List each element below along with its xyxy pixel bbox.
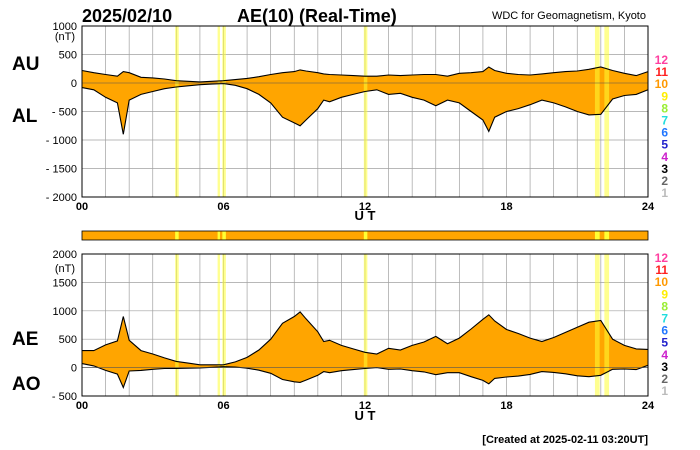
series-label-ae: AE (12, 329, 38, 350)
legend-station-10: 10 (655, 275, 669, 289)
y-tick-label: - 500 (52, 391, 77, 403)
unit-label-bottom: (nT) (55, 263, 75, 275)
station-gap-band (222, 26, 226, 197)
series-fill-au-al (82, 67, 648, 135)
x-tick-label: 00 (76, 400, 88, 412)
stripe-segment (222, 231, 226, 240)
x-tick-label: 06 (217, 400, 229, 412)
station-gap-band (217, 26, 220, 197)
station-gap-band (363, 26, 368, 197)
stripe-segment (363, 231, 368, 240)
x-axis-title-top: U T (355, 208, 376, 223)
legend-station-4: 4 (661, 150, 668, 164)
x-tick-label: 18 (500, 400, 512, 412)
x-tick-label: 00 (76, 201, 88, 213)
series-label-au: AU (12, 54, 39, 75)
series-label-ao: AO (12, 374, 41, 395)
plot-frame (81, 253, 649, 397)
y-tick-label: - 500 (52, 107, 77, 119)
plot-frame (81, 25, 649, 198)
legend-station-11: 11 (655, 65, 668, 79)
y-tick-label: 1000 (53, 306, 77, 318)
station-gap-band (175, 254, 179, 396)
series-line-al (81, 83, 649, 135)
x-tick-label: 18 (500, 201, 512, 213)
y-tick-label: 0 (71, 363, 77, 375)
legend-station-9: 9 (661, 287, 668, 301)
legend-station-1: 1 (661, 384, 668, 398)
series-line-au (81, 66, 649, 83)
y-tick-label: 1500 (53, 277, 77, 289)
station-gap-band (363, 254, 368, 396)
y-tick-label: 2000 (53, 249, 77, 261)
legend-station-12: 12 (655, 251, 669, 265)
legend-station-2: 2 (661, 372, 668, 386)
legend-station-3: 3 (661, 162, 668, 176)
stripe-segment (217, 231, 220, 240)
legend-station-1: 1 (661, 186, 668, 200)
legend-station-6: 6 (661, 324, 668, 338)
y-tick-label: 1000 (53, 21, 77, 33)
x-tick-label: 24 (642, 201, 655, 213)
legend-station-11: 11 (655, 263, 668, 277)
legend-station-2: 2 (661, 174, 668, 188)
stripe-segment (594, 231, 600, 240)
series-fill-ae-ao (82, 311, 648, 388)
x-axis-title-bottom: U T (355, 408, 376, 423)
station-gap-band (175, 26, 179, 197)
y-tick-label: 0 (71, 78, 77, 90)
legend-station-5: 5 (661, 138, 668, 152)
y-tick-label: 500 (59, 50, 77, 62)
station-gap-band (594, 254, 600, 396)
legend-station-7: 7 (661, 114, 668, 128)
stripe-segment (175, 231, 179, 240)
station-gap-band (222, 254, 226, 396)
y-tick-label: 500 (59, 334, 77, 346)
date-title: 2025/02/10 (82, 6, 172, 26)
legend-station-3: 3 (661, 360, 668, 374)
unit-label-top: (nT) (55, 31, 75, 43)
y-tick-label: - 2000 (46, 192, 77, 204)
created-timestamp: [Created at 2025-02-11 03:20UT] (482, 434, 648, 446)
station-gap-band (594, 26, 600, 197)
legend-station-7: 7 (661, 312, 668, 326)
legend-station-10: 10 (655, 77, 669, 91)
y-tick-label: - 1500 (46, 164, 77, 176)
y-tick-label: - 1000 (46, 135, 77, 147)
legend-station-8: 8 (661, 101, 668, 115)
legend-station-6: 6 (661, 126, 668, 140)
station-count-stripe (81, 230, 649, 241)
legend-station-8: 8 (661, 299, 668, 313)
legend-station-9: 9 (661, 89, 668, 103)
series-line-ao (81, 363, 649, 389)
station-gap-band (604, 26, 610, 197)
stripe-segment (604, 231, 610, 240)
legend-station-4: 4 (661, 348, 668, 362)
x-tick-label: 12 (359, 201, 371, 213)
x-tick-label: 24 (642, 400, 655, 412)
legend-station-5: 5 (661, 336, 668, 350)
source-label: WDC for Geomagnetism, Kyoto (492, 10, 646, 22)
series-line-ae (82, 311, 649, 366)
station-gap-band (604, 254, 610, 396)
x-tick-label: 12 (359, 400, 371, 412)
legend-station-12: 12 (655, 53, 669, 67)
series-label-al: AL (12, 106, 38, 127)
x-tick-label: 06 (217, 201, 229, 213)
station-gap-band (217, 254, 220, 396)
index-title: AE(10) (Real-Time) (237, 6, 397, 26)
